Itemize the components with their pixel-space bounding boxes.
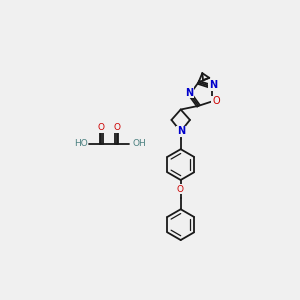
Text: O: O bbox=[98, 123, 105, 132]
Text: O: O bbox=[212, 96, 220, 106]
Text: O: O bbox=[113, 123, 120, 132]
Text: OH: OH bbox=[132, 139, 146, 148]
Text: HO: HO bbox=[74, 139, 88, 148]
Text: N: N bbox=[185, 88, 193, 98]
Text: N: N bbox=[209, 80, 217, 90]
Text: N: N bbox=[177, 127, 185, 136]
Text: O: O bbox=[176, 185, 183, 194]
